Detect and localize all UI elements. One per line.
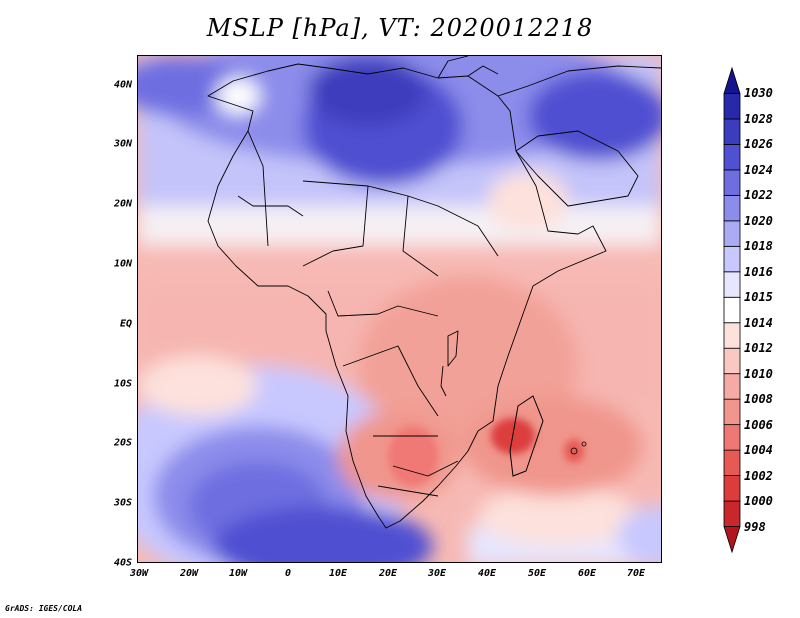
lon-label: 40E: [477, 568, 497, 579]
colorbar-swatch: [723, 347, 741, 375]
lon-label: 60E: [577, 568, 597, 579]
lon-label: 30W: [129, 568, 149, 579]
colorbar-swatch: [723, 526, 741, 554]
colorbar-swatch: [723, 500, 741, 527]
colorbar-swatch: [723, 245, 741, 273]
colorbar-level-label: 1008: [744, 392, 773, 407]
madagascar-outline: [509, 395, 544, 477]
colorbar-swatch: [723, 220, 741, 247]
lat-label: 30N: [113, 138, 132, 150]
lon-label: 20E: [378, 568, 398, 579]
lon-label: 50E: [527, 568, 547, 579]
lat-label: 10S: [113, 378, 132, 390]
pressure-lows: [388, 418, 584, 486]
pressure-map: [137, 55, 662, 563]
colorbar: 998 1000 1002 1004 1006 1008 1010 1012 1014 1015 1…: [722, 60, 800, 560]
colorbar-level-label: 1026: [744, 137, 773, 152]
colorbar-swatch: [723, 322, 741, 349]
lon-label: 20W: [179, 568, 199, 579]
reunion-outline: [570, 447, 578, 455]
colorbar-level-label: 1024: [744, 162, 773, 177]
colorbar-swatch: [723, 398, 741, 426]
footer-credit: GrADS: IGES/COLA: [5, 604, 83, 613]
colorbar-swatch: [723, 66, 741, 94]
colorbar-level-label: 1002: [744, 468, 773, 483]
lat-label: 20N: [113, 198, 132, 210]
colorbar-level-label: 1014: [744, 315, 773, 330]
map-title: MSLP [hPa], VT: 2020012218: [206, 14, 594, 42]
lat-label: 30S: [113, 497, 132, 509]
colorbar-swatch: [723, 271, 741, 298]
colorbar-swatch: [723, 449, 741, 476]
pressure-field-fill: [138, 56, 661, 562]
colorbar-swatch: [723, 194, 741, 222]
lon-label: 0: [284, 568, 292, 579]
colorbar-swatch: [723, 475, 741, 502]
lat-label: 40N: [113, 79, 132, 91]
colorbar-swatch: [723, 93, 741, 120]
lon-label: 10E: [328, 568, 348, 579]
lon-label: 10W: [228, 568, 248, 579]
colorbar-swatch: [723, 296, 741, 324]
colorbar-swatch: [723, 169, 741, 196]
colorbar-swatches: [723, 66, 741, 554]
colorbar-level-label: 1012: [744, 341, 773, 356]
colorbar-level-label: 998: [744, 519, 766, 534]
colorbar-swatch: [723, 424, 741, 451]
colorbar-level-label: 1018: [744, 239, 773, 254]
colorbar-swatch: [723, 373, 741, 400]
colorbar-level-label: 1028: [744, 111, 773, 126]
colorbar-swatch: [723, 144, 741, 171]
colorbar-level-label: 1030: [744, 86, 773, 101]
colorbar-level-label: 1004: [744, 443, 773, 458]
colorbar-level-label: 1000: [744, 494, 773, 509]
lat-label: EQ: [119, 318, 132, 330]
coastlines: [207, 56, 661, 529]
lat-label: 40S: [113, 557, 132, 569]
colorbar-level-label: 1020: [744, 213, 773, 228]
colorbar-level-label: 1010: [744, 366, 773, 381]
colorbar-level-label: 1015: [744, 290, 773, 305]
lat-label: 10N: [113, 258, 132, 270]
colorbar-level-label: 1006: [744, 417, 773, 432]
lat-label: 20S: [113, 437, 132, 449]
mauritius-outline: [581, 441, 587, 447]
colorbar-level-label: 1022: [744, 188, 773, 203]
lon-label: 30E: [427, 568, 447, 579]
colorbar-level-label: 1016: [744, 264, 773, 279]
colorbar-swatch: [723, 118, 741, 145]
lon-label: 70E: [626, 568, 646, 579]
